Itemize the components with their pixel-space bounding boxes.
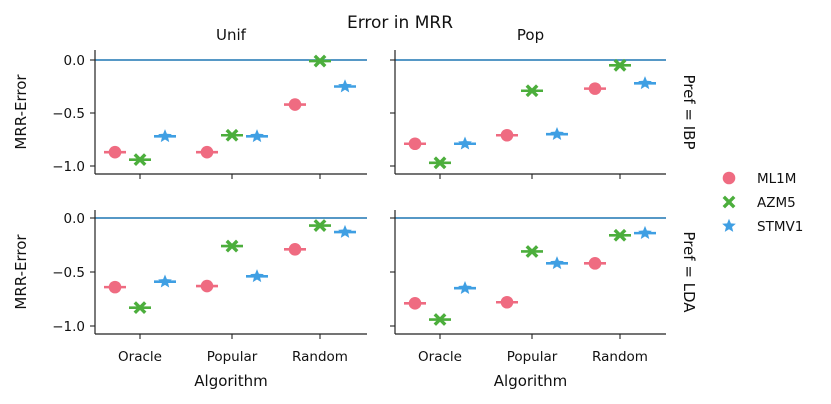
x-tick-label: Random (592, 349, 648, 365)
data-point-ml1m (108, 280, 122, 294)
data-point-stmv1 (638, 225, 652, 239)
data-point-azm5 (525, 245, 539, 258)
panels-layer: 0.0 −0.5 −1.0 Unif MRR-Error Pop Pref = IBP 0.0… (12, 26, 698, 390)
y-axis-title: MRR-Error (12, 234, 30, 310)
data-point-stmv1 (338, 224, 352, 238)
column-facet-label: Unif (216, 26, 247, 44)
x-tick-label: Oracle (418, 349, 462, 365)
x-axis-title: Algorithm (194, 372, 267, 390)
data-point-azm5 (133, 301, 147, 315)
data-point-azm5 (313, 54, 327, 68)
data-point-stmv1 (158, 274, 172, 288)
y-tick-label: −0.5 (52, 265, 85, 281)
data-point-ml1m (408, 137, 422, 151)
row-facet-label: Pref = IBP (680, 75, 698, 150)
data-point-azm5-stroke-b (433, 156, 447, 170)
data-point-ml1m (588, 82, 602, 95)
x-tick-label: Popular (507, 349, 558, 365)
data-point-ml1m (500, 295, 514, 309)
data-point-azm5-stroke-b (313, 54, 327, 68)
x-tick-label: Oracle (118, 349, 162, 365)
data-point-ml1m (408, 297, 422, 310)
data-point-azm5 (225, 128, 239, 142)
data-point-stmv1 (550, 256, 564, 270)
data-point-azm5-stroke-b (433, 313, 447, 326)
y-tick-label: 0.0 (64, 53, 85, 69)
legend: ML1M AZM5 STMV1 (722, 171, 803, 235)
panel-ibp-0: 0.0 −0.5 −1.0 Unif MRR-Error (12, 26, 367, 179)
data-point-ml1m (200, 145, 214, 159)
data-point-stmv1 (250, 269, 264, 283)
data-point-ml1m (200, 279, 214, 293)
data-point-stmv1 (458, 136, 472, 150)
legend-label: AZM5 (757, 195, 796, 211)
data-point-stmv1 (338, 79, 352, 93)
data-point-stmv1 (250, 129, 264, 143)
data-point-azm5 (433, 313, 447, 326)
x-axis-title: Algorithm (494, 372, 567, 390)
data-point-azm5 (133, 153, 147, 167)
legend-marker-azm5 (722, 195, 736, 209)
data-point-azm5 (613, 58, 627, 72)
legend-item-ml1m: ML1M (722, 171, 796, 187)
legend-marker-ml1m (722, 171, 736, 185)
legend-item-stmv1: STMV1 (722, 218, 803, 235)
data-point-ml1m (500, 128, 514, 142)
panel-ibp-1: Pop Pref = IBP (390, 26, 698, 179)
data-point-ml1m (288, 243, 302, 256)
data-point-azm5-stroke-b (225, 128, 239, 142)
y-tick-label: 0.0 (64, 211, 85, 227)
legend-marker-stmv1 (722, 218, 736, 232)
data-point-azm5 (433, 156, 447, 170)
y-tick-label: −1.0 (52, 159, 85, 175)
data-point-azm5-stroke-b (525, 245, 539, 258)
data-point-stmv1 (158, 129, 172, 143)
data-point-ml1m (588, 257, 602, 270)
y-tick-label: −1.0 (52, 319, 85, 335)
data-point-ml1m (108, 145, 122, 159)
data-point-azm5-stroke-b (225, 239, 239, 253)
x-tick-label: Popular (207, 349, 258, 365)
legend-marker-azm5-stroke-b (722, 195, 736, 209)
data-point-azm5 (225, 239, 239, 253)
legend-label: ML1M (757, 171, 796, 187)
y-axis-title: MRR-Error (12, 74, 30, 150)
legend-label: STMV1 (757, 219, 803, 235)
data-point-azm5-stroke-b (133, 301, 147, 315)
data-point-azm5 (525, 84, 539, 98)
chart-title: Error in MRR (347, 13, 453, 33)
data-point-stmv1 (458, 281, 472, 295)
legend-item-azm5: AZM5 (722, 195, 796, 211)
data-point-azm5 (613, 228, 627, 242)
data-point-azm5-stroke-b (613, 58, 627, 72)
panel-lda-1: Oracle Popular Random Pref = LDA Algorithm (390, 210, 698, 390)
panel-lda-0: 0.0 −0.5 −1.0 Oracle Popular Random MRR-Error A… (12, 210, 367, 390)
data-point-azm5 (313, 219, 327, 232)
data-point-azm5-stroke-b (525, 84, 539, 98)
data-point-azm5-stroke-b (313, 219, 327, 232)
data-point-azm5-stroke-b (613, 228, 627, 242)
y-tick-label: −0.5 (52, 106, 85, 122)
row-facet-label: Pref = LDA (680, 231, 698, 313)
data-point-stmv1 (550, 127, 564, 141)
data-point-ml1m (288, 98, 302, 111)
data-point-azm5-stroke-b (133, 153, 147, 167)
x-tick-label: Random (292, 349, 348, 365)
data-point-stmv1 (638, 76, 652, 90)
column-facet-label: Pop (517, 26, 544, 44)
